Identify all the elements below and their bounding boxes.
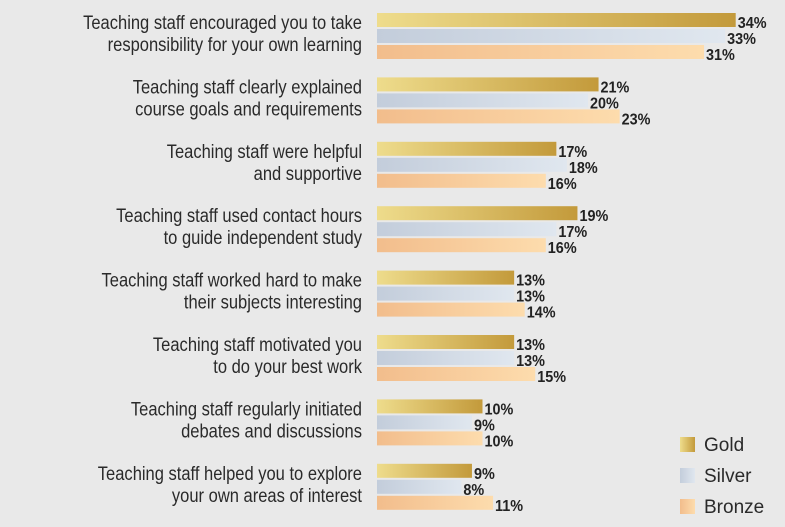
data-label: 11% [495,497,523,515]
category-label: Teaching staff worked hard to make [102,270,363,291]
bar-bronze [377,495,494,510]
bar-silver [377,351,515,365]
bar-bronze [377,367,536,381]
category-group: Teaching staff worked hard to maketheir … [102,270,556,322]
bar-gold [377,463,472,478]
data-label: 13% [516,336,545,354]
category-label: your own areas of interest [172,485,362,506]
bar-silver [377,479,462,494]
data-label: 16% [548,240,577,258]
data-label: 10% [485,433,514,451]
data-label: 17% [558,224,587,242]
category-group: Teaching staff helped you to exploreyour… [98,463,524,515]
data-label: 20% [590,95,619,113]
bar-gold [377,270,515,285]
category-label: debates and discussions [181,420,362,441]
data-label: 17% [558,143,587,161]
legend-swatch-silver [680,468,695,483]
data-label: 19% [579,208,608,226]
data-label: 23% [622,111,651,129]
data-label: 9% [474,465,495,483]
data-label: 21% [601,79,630,97]
bar-gold [377,335,515,349]
legend-swatch-bronze [680,499,695,514]
data-label: 13% [516,352,545,370]
bar-silver [377,286,515,301]
data-label: 33% [727,30,756,48]
bar-gold [377,77,599,92]
category-label: course goals and requirements [135,98,362,119]
legend-label: Silver [704,466,752,487]
bar-bronze [377,45,705,59]
bar-gold [377,399,483,414]
data-label: 31% [706,46,735,64]
data-label: 15% [537,368,566,386]
data-label: 34% [738,14,767,32]
legend-label: Bronze [704,497,764,518]
bar-silver [377,157,567,172]
data-label: 16% [548,175,577,193]
bar-silver [377,29,726,43]
data-label: 13% [516,272,545,290]
bar-silver [377,222,557,237]
data-label: 10% [485,401,514,419]
category-group: Teaching staff regularly initiateddebate… [131,398,514,450]
legend-label: Gold [704,435,744,456]
category-label: their subjects interesting [184,292,362,313]
data-label: 8% [463,481,484,499]
category-label: Teaching staff helped you to explore [98,463,362,484]
data-label: 13% [516,288,545,306]
category-label: Teaching staff used contact hours [116,205,362,226]
legend-swatch-gold [680,437,695,452]
category-label: Teaching staff clearly explained [133,76,362,97]
legend: Gold Silver Bronze [680,435,764,518]
category-label: Teaching staff were helpful [167,141,362,162]
bar-bronze [377,302,525,317]
category-label: to do your best work [213,356,362,377]
bar-silver [377,93,588,108]
category-label: Teaching staff encouraged you to take [83,12,362,33]
data-label: 14% [527,304,556,322]
bar-silver [377,415,472,430]
category-group: Teaching staff encouraged you to takeres… [83,12,767,64]
category-label: and supportive [254,163,362,184]
bar-bronze [377,238,546,253]
category-label: responsibility for your own learning [108,34,362,55]
bar-bronze [377,431,483,446]
category-label: Teaching staff motivated you [153,334,362,355]
category-label: to guide independent study [164,227,362,248]
bar-gold [377,141,557,156]
bar-gold [377,13,736,27]
bar-gold [377,206,578,221]
data-label: 9% [474,417,495,435]
bar-bronze [377,109,620,124]
data-label: 18% [569,159,598,177]
bar-bronze [377,173,546,188]
category-label: Teaching staff regularly initiated [131,398,362,419]
